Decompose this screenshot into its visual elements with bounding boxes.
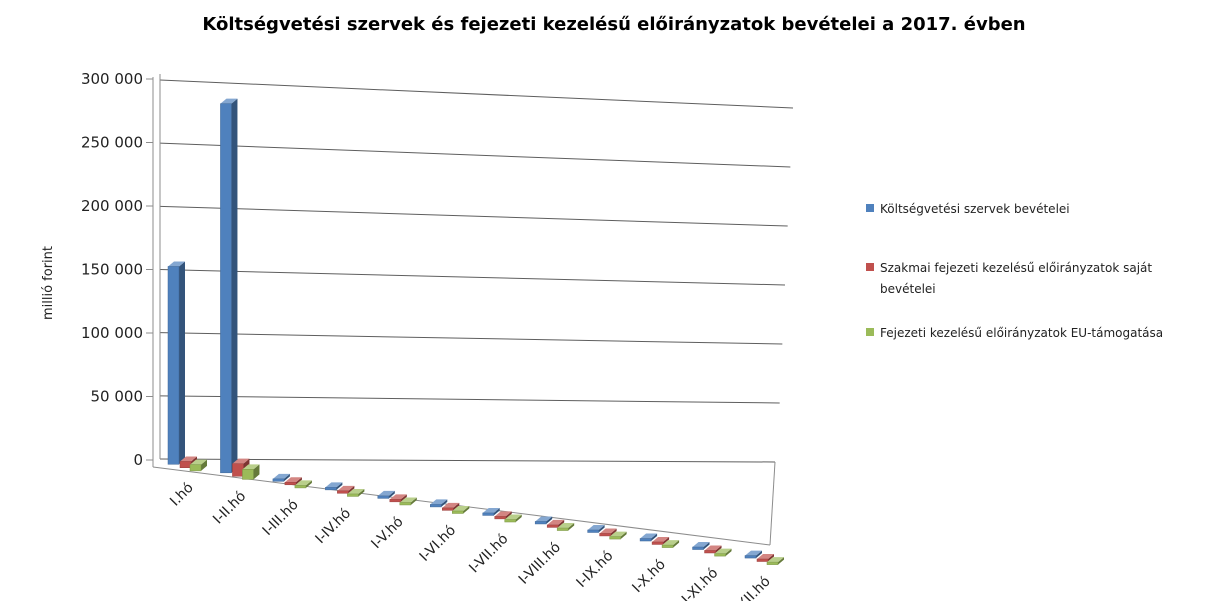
y-tick-label: 100 000 [81,324,143,342]
y-tick-label: 150 000 [81,261,143,279]
bar [651,536,670,545]
bar [599,528,617,537]
legend-item: Szakmai fejezeti kezelésű előirányzatok … [866,261,1152,296]
x-tick-label: I-IX.hó [573,548,616,591]
x-tick-label: I-III.hó [260,497,302,539]
bar [377,490,395,499]
bar [284,477,302,486]
bar [430,499,448,508]
gridline [159,142,791,168]
bar [389,494,407,503]
legend: Költségvetési szervek bevételei Szakmai f… [866,202,1163,340]
gridline [159,79,794,109]
bar [189,459,207,472]
bar [556,523,575,531]
legend-item: Költségvetési szervek bevételei [866,202,1070,216]
bar [399,497,417,506]
legend-label: Szakmai fejezeti kezelésű előirányzatok … [880,261,1152,296]
bar [756,554,774,562]
bar [482,507,500,516]
bar [167,261,185,465]
bar [661,540,680,548]
legend-label: Fejezeti kezelésű előirányzatok EU-támog… [880,326,1163,340]
bar [587,524,605,533]
y-tick-label: 200 000 [81,197,143,215]
x-tick-label: I-VII.hó [466,531,511,576]
bar [442,502,460,511]
bar [504,514,522,523]
bar [692,542,710,550]
x-tick-label: I-VI.hó [417,522,459,564]
x-tick-label: I-XI.hó [679,565,721,601]
bar [347,488,365,497]
y-tick-label: 250 000 [81,134,143,152]
bar [272,473,290,482]
bar [714,548,732,557]
bar [294,480,312,489]
bar [639,533,658,542]
bar [766,557,784,565]
bar [609,531,627,540]
x-tick-label: I-II.hó [210,488,249,527]
bar [220,98,238,474]
bar [242,464,260,480]
y-tick-label: 300 000 [81,70,143,88]
bar [744,550,762,559]
bar [337,485,355,494]
gridline [159,395,780,404]
x-tick-label: I-XII.hó [728,574,773,601]
legend-swatch [866,328,874,336]
x-tick-label: I-IV.hó [312,505,354,547]
gridline [159,205,788,227]
x-tick-labels: I.hó I-II.hó I-III.hó I-IV.hó I-V.hó I-VI.hó I… [167,480,774,601]
chart-title: Költségvetési szervek és fejezeti kezelé… [202,14,1025,35]
x-tick-label: I-VIII.hó [516,539,564,587]
legend-item: Fejezeti kezelésű előirányzatok EU-támog… [866,326,1163,340]
bar [494,511,512,520]
bars [167,98,784,565]
bar [452,505,470,514]
x-tick-label: I-V.hó [368,514,406,552]
gridlines [159,79,794,404]
bar [325,482,343,491]
bar [546,519,565,528]
legend-label: Költségvetési szervek bevételei [880,202,1070,216]
y-axis-label: millió forint [41,246,56,320]
gridline [159,269,786,286]
x-tick-label: I.hó [167,480,197,510]
x-tick-label: I-X.hó [629,557,669,597]
y-tick-label: 50 000 [91,388,144,406]
gridline [159,332,783,345]
legend-swatch [866,204,874,212]
bar [704,545,722,554]
floor-back-edge [159,458,776,463]
bar [534,516,553,525]
floor-right-edge [769,461,776,546]
y-tick-label: 0 [133,451,143,469]
legend-swatch [866,263,874,271]
y-tick-labels: 0 50 000 100 000 150 000 200 000 250 000 300 0… [81,70,153,469]
